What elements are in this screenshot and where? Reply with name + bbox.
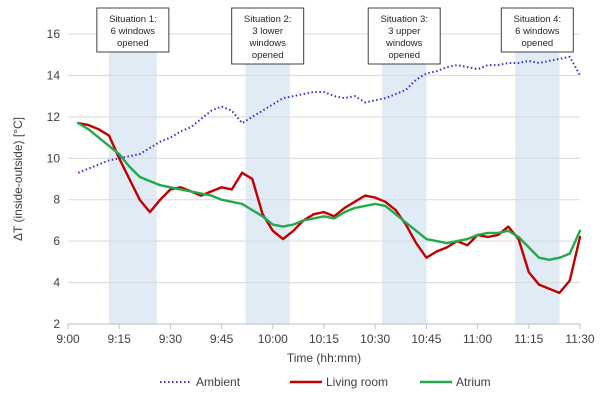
x-tick-label: 10:15 [309, 332, 339, 346]
situation-callout-text-3: opened [388, 50, 420, 61]
situation-callout-text-4: 6 windows [515, 26, 560, 37]
situation-callout-box-3 [367, 7, 441, 65]
situation-callout-text-4: opened [521, 38, 553, 49]
situation-callout-text-2: Situation 2: [244, 14, 292, 25]
legend-label-ambient: Ambient [196, 375, 241, 389]
x-tick-label: 11:00 [463, 332, 492, 346]
x-tick-label: 9:45 [210, 332, 234, 346]
y-axis-title: ΔT (inside-outside) [°C] [11, 117, 25, 241]
situation-callout-text-2: windows [248, 38, 286, 49]
x-tick-label: 11:15 [514, 332, 543, 346]
x-axis-title: Time (hh:mm) [287, 351, 361, 365]
y-tick-label: 14 [47, 68, 61, 82]
situation-callout-box-2 [231, 7, 305, 65]
x-tick-label: 9:00 [56, 332, 80, 346]
situation-callout-text-2: opened [252, 50, 284, 61]
y-tick-label: 8 [53, 193, 60, 207]
axes: 2 4 6 8 10 12 14 16 9:00 9:15 9:30 9:45 10:00 10:15 10… [47, 27, 595, 346]
situation-callout-text-1: Situation 1: [109, 14, 157, 25]
x-tick-label: 9:15 [108, 332, 132, 346]
y-tick-label: 12 [47, 110, 61, 124]
situation-callout-text-1: opened [117, 38, 149, 49]
situation-callout-box-4 [500, 7, 574, 53]
x-tick-label: 10:45 [411, 332, 441, 346]
situation-bands [108, 34, 560, 324]
y-tick-label: 4 [53, 276, 60, 290]
x-tick-label: 9:30 [159, 332, 183, 346]
situation-callout-text-2: 3 lower [252, 26, 283, 37]
situation-callout-text-3: 3 upper [388, 26, 420, 37]
y-tick-label: 2 [53, 317, 60, 331]
legend-label-living-room: Living room [326, 375, 388, 389]
situation-callout-text-4: Situation 4: [514, 14, 562, 25]
y-tick-label: 16 [47, 27, 61, 41]
series-line-living-room [76, 121, 582, 295]
legend-label-atrium: Atrium [456, 375, 491, 389]
x-tick-label: 10:00 [258, 332, 288, 346]
y-tick-label: 10 [47, 151, 61, 165]
gridlines [68, 33, 580, 284]
series-line-atrium [76, 121, 582, 261]
situation-callout-text-3: Situation 3: [380, 14, 428, 25]
y-tick-label: 6 [53, 234, 60, 248]
situation-callout-box-1 [96, 7, 170, 53]
x-tick-label: 10:30 [360, 332, 390, 346]
situation-band-1 [108, 34, 157, 324]
situation-callout-text-1: 6 windows [111, 26, 156, 37]
situation-band-4 [515, 34, 560, 324]
x-tick-label: 11:30 [565, 332, 594, 346]
situation-callout-text-3: windows [385, 38, 423, 49]
series-lines [76, 55, 582, 295]
situation-band-3 [382, 34, 427, 324]
legend: Ambient Living room Atrium [160, 375, 491, 389]
